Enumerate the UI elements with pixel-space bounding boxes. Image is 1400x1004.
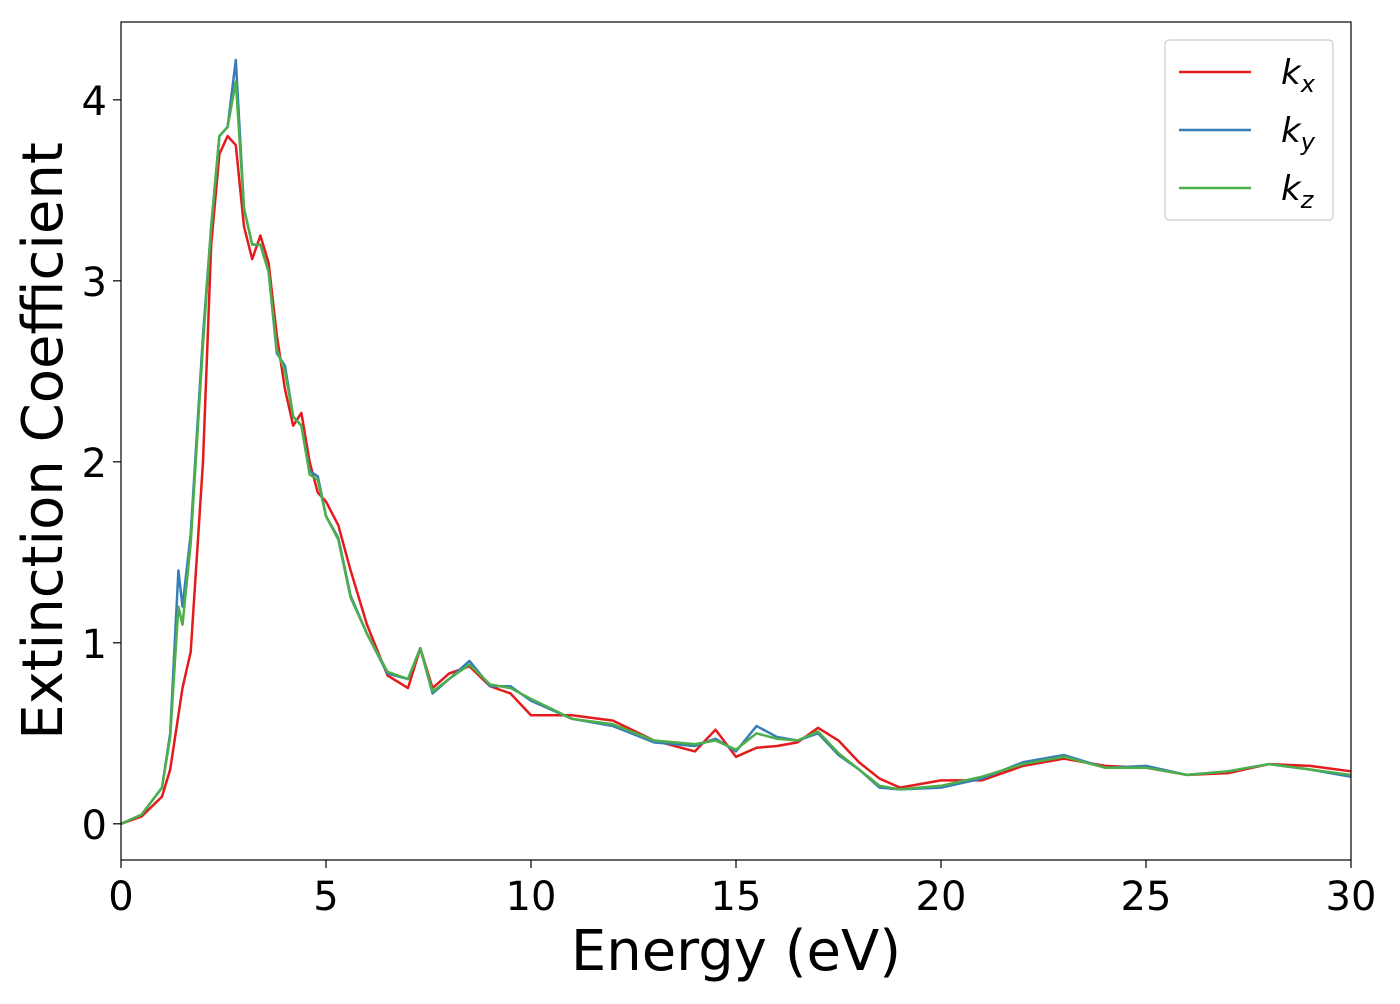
legend-label: ky: [1281, 111, 1316, 156]
legend-label: kz: [1281, 169, 1315, 214]
y-tick-label: 3: [82, 260, 107, 306]
data-line: [120, 80, 1352, 825]
plot-area: [120, 58, 1352, 825]
y-tick-label: 0: [82, 803, 107, 849]
y-tick-label: 4: [82, 79, 107, 125]
x-tick-label: 10: [506, 874, 557, 920]
x-tick-label: 20: [916, 874, 967, 920]
x-tick-label: 15: [711, 874, 762, 920]
x-tick-label: 30: [1326, 874, 1377, 920]
x-tick-label: 0: [108, 874, 133, 920]
data-line: [120, 134, 1352, 825]
y-tick-label: 2: [82, 441, 107, 487]
y-axis-label: Extinction Coefficient: [11, 142, 76, 740]
x-axis-label: Energy (eV): [571, 919, 901, 984]
x-tick-label: 25: [1121, 874, 1172, 920]
legend-label: kx: [1281, 53, 1316, 98]
y-tick-label: 1: [82, 622, 107, 668]
x-tick-label: 5: [313, 874, 338, 920]
